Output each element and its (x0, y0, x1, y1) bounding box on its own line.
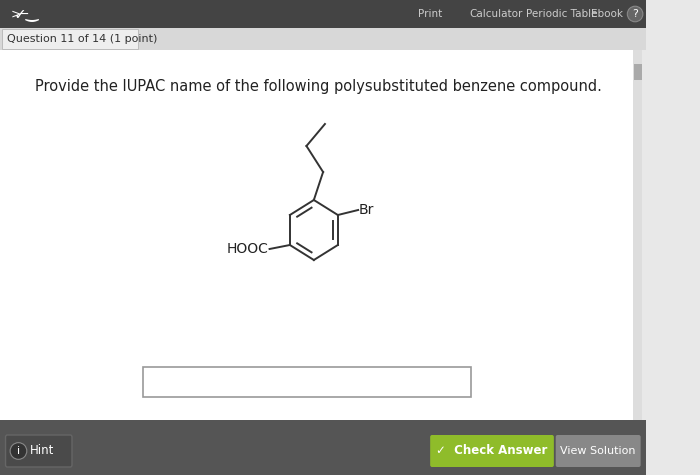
FancyBboxPatch shape (556, 435, 641, 467)
Text: View Solution: View Solution (561, 446, 636, 456)
Bar (0, 0, 646, 28)
Text: Ebook: Ebook (591, 9, 623, 19)
Text: ✓  Check Answer: ✓ Check Answer (436, 445, 547, 457)
Text: Print: Print (418, 9, 442, 19)
Text: i: i (17, 446, 20, 456)
Bar (0, 420, 646, 475)
Bar (0, 50, 634, 420)
Bar (0, 28, 646, 50)
Text: ?: ? (632, 9, 638, 19)
Text: Provide the IUPAC name of the following polysubstituted benzene compound.: Provide the IUPAC name of the following … (35, 79, 602, 95)
Text: >─: >─ (11, 8, 29, 20)
FancyBboxPatch shape (430, 435, 554, 467)
Text: ✓‿: ✓‿ (14, 7, 39, 21)
Bar (143, 367, 471, 397)
Text: Hint: Hint (30, 445, 55, 457)
FancyBboxPatch shape (2, 29, 139, 49)
Text: Question 11 of 14 (1 point): Question 11 of 14 (1 point) (8, 34, 157, 44)
Text: Br: Br (359, 203, 375, 217)
Text: HOOC: HOOC (227, 242, 269, 256)
Bar (634, 50, 643, 420)
Text: Calculator: Calculator (469, 9, 522, 19)
Text: Periodic Table: Periodic Table (526, 9, 598, 19)
Bar (634, 64, 642, 80)
FancyBboxPatch shape (6, 435, 72, 467)
